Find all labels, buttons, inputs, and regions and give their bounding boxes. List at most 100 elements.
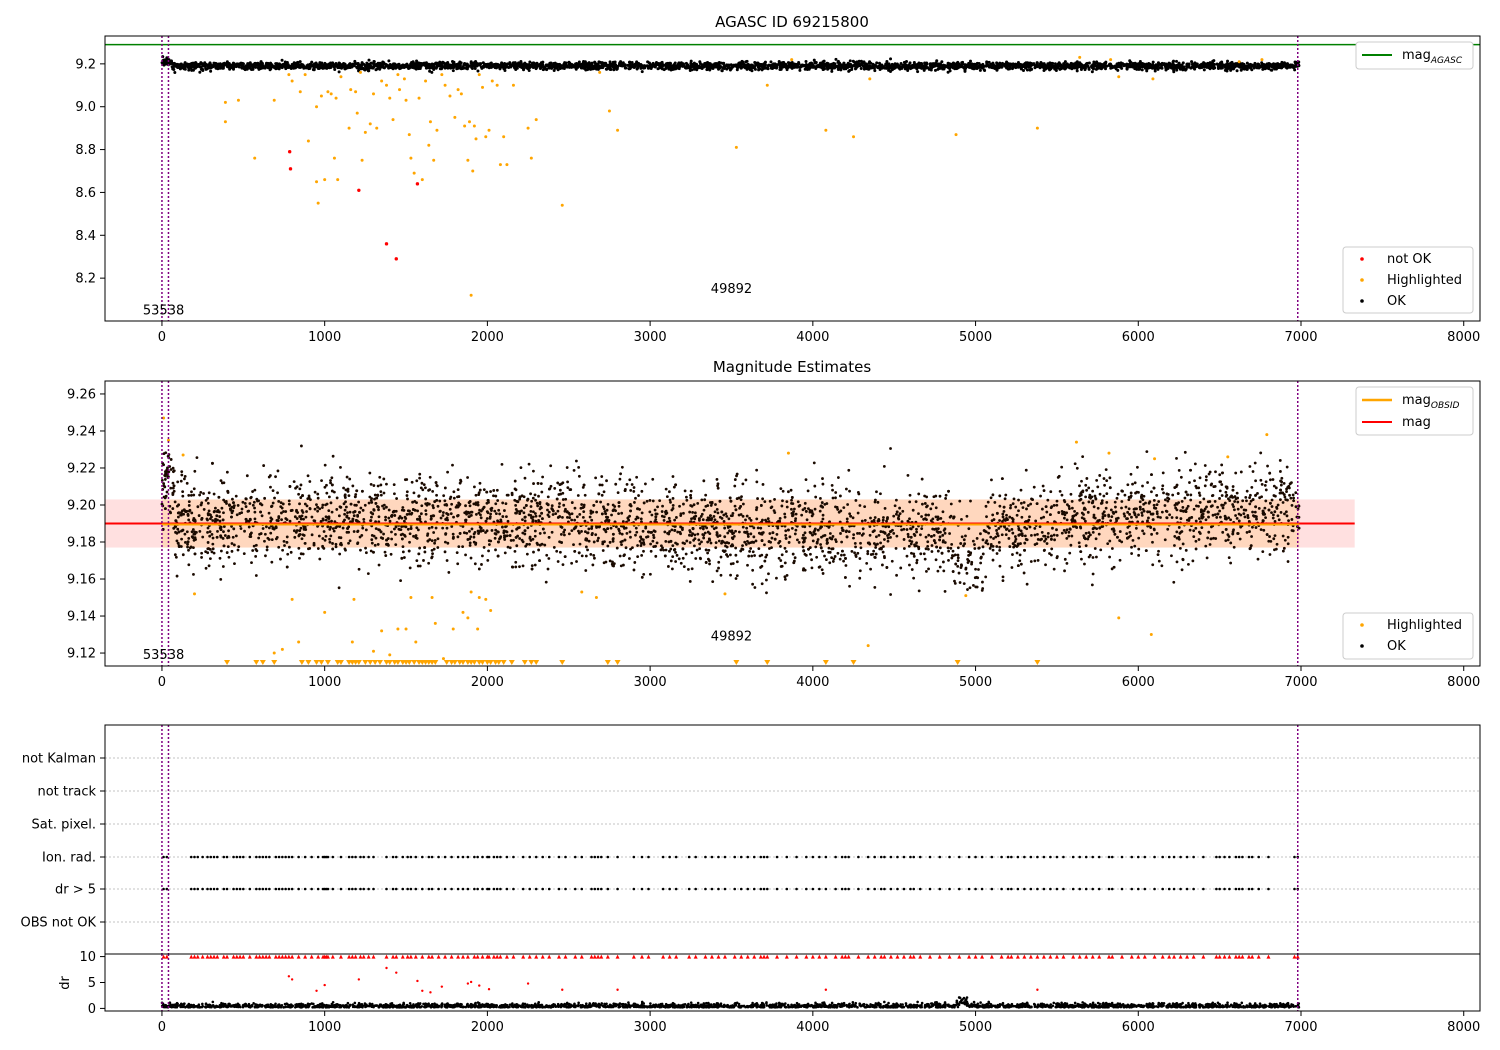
ok-point [818,509,822,513]
ok-point [246,509,250,513]
ok-point [1166,62,1170,66]
ok-point [487,549,490,553]
highlighted-point [402,77,406,81]
ok-point [923,502,927,505]
ok-point [593,61,597,65]
ok-point [260,63,264,67]
ok-point [485,64,489,68]
ok-point [533,534,537,538]
ok-point [1010,63,1014,67]
ok-point [1065,536,1069,540]
ok-point [173,71,177,75]
ok-point [431,63,435,67]
ok-point [985,61,989,65]
ok-point [1077,541,1081,545]
ok-point [886,539,890,543]
ok-point [664,66,668,70]
ok-point [1220,483,1224,486]
ok-point [949,546,953,550]
ok-point [328,540,332,544]
ok-point [671,507,675,510]
ok-point [789,488,793,492]
ok-point [1150,66,1154,70]
ok-point [1218,473,1222,477]
ok-point [436,537,440,541]
highlighted-point [471,169,475,173]
ok-point [424,509,428,513]
ok-point [539,66,543,70]
ok-point [902,65,906,69]
ok-point [586,68,590,72]
highlighted-point [409,156,413,160]
ok-point [734,577,738,580]
ok-point [670,528,674,532]
ok-point [1025,68,1029,72]
ok-point [223,534,227,537]
ok-point [444,64,448,68]
ok-point [755,63,759,67]
ok-point [1254,479,1257,483]
ok-point [554,512,558,516]
ok-point [1115,62,1119,66]
ok-point [527,462,531,466]
ok-point [1081,501,1085,505]
highlighted-point [453,115,457,119]
ok-point [493,509,497,513]
ok-point [990,519,994,523]
ok-point [1013,65,1017,69]
ok-point [915,530,919,534]
highlighted-point [598,70,602,74]
ok-point [611,60,615,64]
ok-point [533,62,537,66]
highlighted-point [868,77,872,81]
highlighted-point [315,180,319,184]
ok-point [1112,65,1116,69]
ok-point [479,516,483,520]
ok-point [293,535,297,539]
ok-point [408,66,412,70]
ok-point [1101,64,1105,68]
ok-point [859,59,863,63]
ok-point [859,66,863,70]
not-ok-point [415,182,420,186]
ok-point [842,559,845,563]
ok-point [1002,510,1006,513]
ok-point [1084,495,1087,499]
ok-point [1197,538,1201,541]
ok-point [1022,501,1026,504]
ok-point [621,61,625,65]
ok-point [842,506,846,509]
ok-point [815,65,819,69]
ok-point [364,65,368,69]
highlighted-point [498,163,502,167]
ok-point [1264,516,1267,520]
ok-point [1285,65,1289,69]
highlighted-point [505,163,509,167]
ok-point [506,519,510,523]
highlighted-point [467,120,471,124]
ok-point [968,59,972,63]
x-tick-label: 3000 [634,330,667,345]
ok-point [438,509,442,513]
ok-point [1094,67,1098,71]
ok-point [864,62,868,66]
ok-point [267,475,271,479]
ok-point [276,491,279,495]
ok-point [465,67,469,71]
ok-point [204,66,208,70]
ok-point [258,67,262,71]
ok-point [820,501,824,504]
ok-point [1155,503,1159,506]
ok-point [376,62,380,66]
highlighted-point [329,92,333,96]
ok-point [733,504,737,508]
ok-point [1284,510,1288,514]
ok-point [779,67,783,71]
ok-point [1200,64,1204,68]
ok-point [518,537,522,540]
ok-point [1104,468,1108,472]
ok-point [846,61,850,65]
ok-point [1060,465,1064,469]
